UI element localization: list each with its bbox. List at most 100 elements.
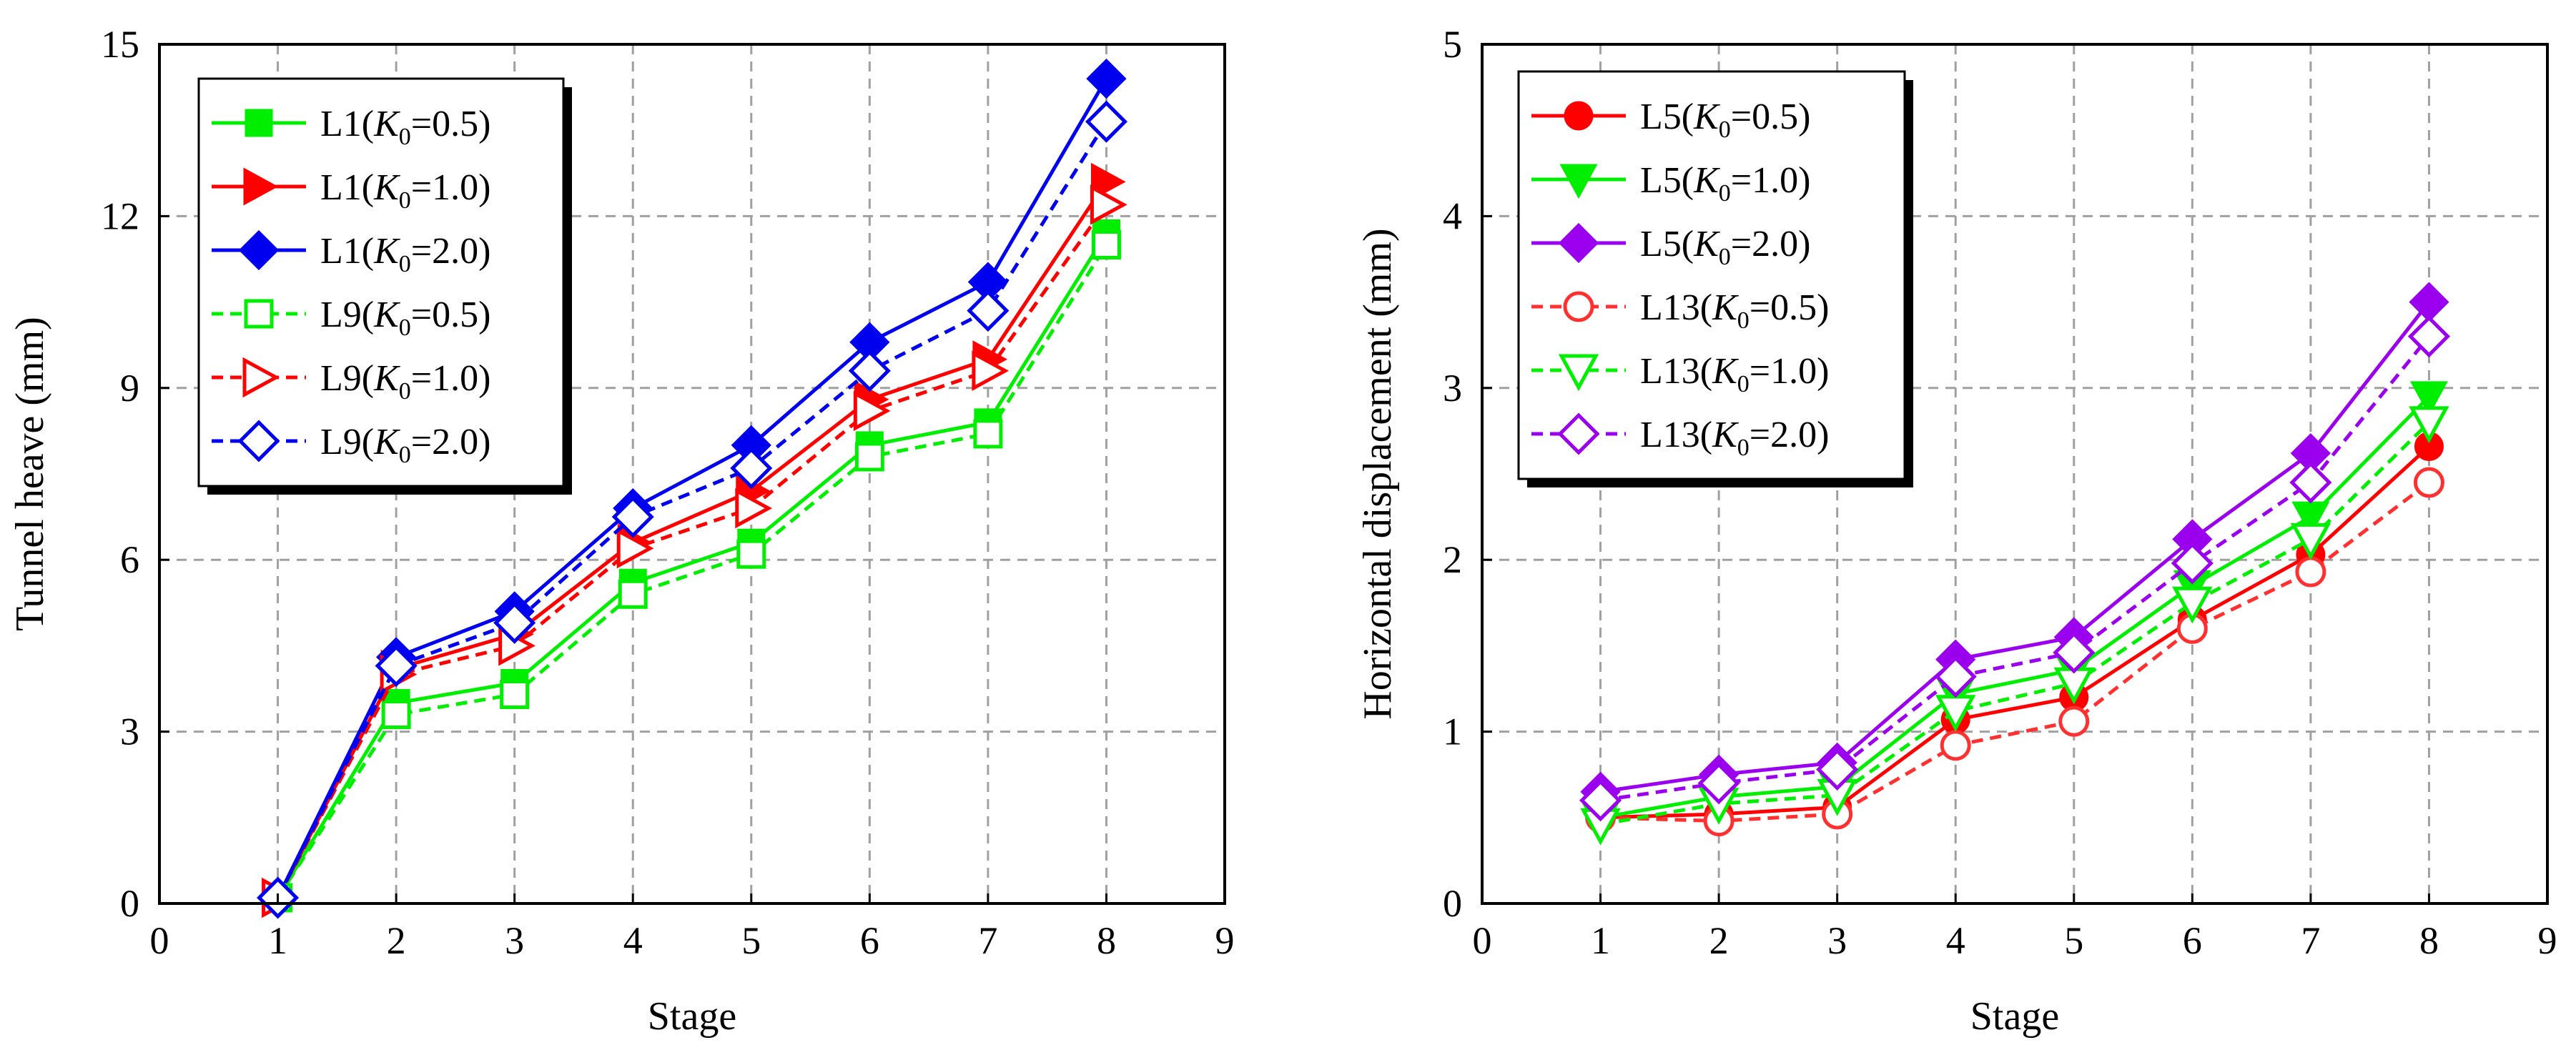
x-tick-label: 7 xyxy=(2301,919,2320,962)
y-tick-label: 3 xyxy=(120,710,139,753)
series-line xyxy=(276,120,1108,899)
legend-label-subscript: 0 xyxy=(1719,117,1731,143)
series-line xyxy=(1600,301,2431,794)
series-line xyxy=(276,180,1108,899)
series-line xyxy=(276,77,1108,899)
legend-label-main: L9( xyxy=(320,358,374,399)
data-point-marker xyxy=(1697,762,1740,805)
legend-label: L1(K0=1.0) xyxy=(320,167,490,214)
legend-label-main: L13( xyxy=(1640,287,1712,328)
legend-label-subscript: 0 xyxy=(399,187,411,214)
legend-label-rest: =0.5) xyxy=(1750,287,1830,328)
x-tick-label: 6 xyxy=(860,919,879,962)
data-point-marker xyxy=(2409,406,2449,444)
series-line xyxy=(1600,421,2431,826)
data-point-marker xyxy=(853,390,891,432)
data-point-marker xyxy=(1579,779,1622,822)
legend-label: L9(K0=0.5) xyxy=(320,294,490,341)
data-point-marker xyxy=(2290,522,2331,560)
legend-item: L1(K0=2.0) xyxy=(212,229,491,277)
legend-item: L9(K0=0.5) xyxy=(212,294,490,341)
legend-label-k: K xyxy=(373,167,400,208)
legend-label-subscript: 0 xyxy=(1737,435,1750,461)
x-tick-label: 8 xyxy=(2419,919,2439,962)
x-tick-label: 3 xyxy=(1827,919,1847,962)
legend-label-rest: =0.5) xyxy=(1731,96,1811,137)
legend-label-k: K xyxy=(373,358,400,399)
legend-marker xyxy=(243,167,279,206)
legend-label-subscript: 0 xyxy=(399,124,411,150)
legend-label: L5(K0=0.5) xyxy=(1640,96,1810,143)
data-point-marker xyxy=(375,644,418,687)
legend-marker xyxy=(244,299,274,329)
legend-label-rest: =1.0) xyxy=(411,358,491,399)
data-point-marker xyxy=(1086,58,1127,99)
data-point-marker xyxy=(854,442,884,472)
data-point-marker xyxy=(1940,730,1971,761)
legend-label: L5(K0=2.0) xyxy=(1640,224,1810,270)
data-point-marker xyxy=(735,487,772,529)
data-point-marker xyxy=(1091,229,1121,259)
legend-marker xyxy=(242,357,280,398)
data-point-marker xyxy=(493,601,536,644)
series-L13(K0=1.0) xyxy=(1580,406,2449,846)
legend-label-k: K xyxy=(1712,415,1739,455)
legend: L5(K0=0.5)L5(K0=1.0)L5(K0=2.0)L13(K0=0.5… xyxy=(1517,70,1913,487)
legend-label-rest: =2.0) xyxy=(411,231,491,272)
x-tick-label: 7 xyxy=(978,919,997,962)
legend-label-subscript: 0 xyxy=(399,251,411,277)
data-point-marker xyxy=(1816,748,1859,791)
data-point-marker xyxy=(2295,556,2326,588)
data-point-marker xyxy=(2413,467,2444,498)
legend-box xyxy=(1517,70,1906,480)
data-point-marker xyxy=(967,289,1010,332)
legend-label-k: K xyxy=(1712,287,1739,328)
axis-ticks: 0 1 2 3 4 5 6 7 8 9 0 1 2 3 4 5 xyxy=(1443,23,2557,962)
x-tick-label: 9 xyxy=(1215,919,1235,962)
data-point-marker xyxy=(736,539,766,569)
legend-label-rest: =2.0) xyxy=(411,422,491,462)
legend-marker xyxy=(245,109,273,137)
legend-label-rest: =0.5) xyxy=(411,104,491,144)
x-tick-label: 4 xyxy=(623,919,643,962)
data-point-marker xyxy=(2409,381,2448,416)
legend-label-subscript: 0 xyxy=(1737,307,1750,334)
legend-label-k: K xyxy=(373,231,400,272)
legend-label-main: L1( xyxy=(320,167,374,208)
y-axis-title: Horizontal displacement (mm) xyxy=(1356,228,1400,719)
legend-marker xyxy=(1558,354,1599,392)
series-line xyxy=(1600,445,2431,820)
legend-label-k: K xyxy=(1693,224,1720,264)
data-point-marker xyxy=(616,528,654,569)
legend-label-subscript: 0 xyxy=(399,314,411,341)
legend-marker xyxy=(1563,291,1594,322)
legend: L1(K0=0.5)L1(K0=1.0)L1(K0=2.0)L9(K0=0.5)… xyxy=(197,77,572,495)
legend-label-rest: =2.0) xyxy=(1731,224,1811,264)
y-tick-label: 5 xyxy=(1443,23,1462,66)
series-line xyxy=(1600,395,2431,820)
x-axis-title: Stage xyxy=(1970,994,2059,1039)
data-point-marker xyxy=(2058,705,2090,737)
legend-item: L13(K0=1.0) xyxy=(1531,351,1829,397)
y-tick-label: 12 xyxy=(101,194,139,237)
legend-label-main: L1( xyxy=(320,231,374,272)
legend-item: L5(K0=2.0) xyxy=(1531,222,1810,270)
legend-marker xyxy=(1559,164,1598,199)
legend-item: L1(K0=0.5) xyxy=(212,104,490,150)
y-tick-label: 0 xyxy=(1443,882,1462,925)
data-point-marker xyxy=(618,579,648,609)
x-tick-label: 8 xyxy=(1097,919,1116,962)
y-tick-label: 4 xyxy=(1443,194,1462,237)
legend-label: L9(K0=2.0) xyxy=(320,422,490,468)
data-point-marker xyxy=(611,495,654,538)
legend-label: L13(K0=2.0) xyxy=(1640,415,1829,461)
data-point-marker xyxy=(500,680,530,710)
series-L9(K0=2.0) xyxy=(257,100,1127,919)
y-tick-label: 15 xyxy=(101,23,139,66)
y-tick-label: 2 xyxy=(1443,538,1462,581)
legend-label: L5(K0=1.0) xyxy=(1640,160,1810,207)
legend-label-main: L13( xyxy=(1640,415,1712,455)
y-axis-title: Tunnel heave (mm) xyxy=(8,317,52,631)
data-point-marker xyxy=(1085,100,1127,143)
